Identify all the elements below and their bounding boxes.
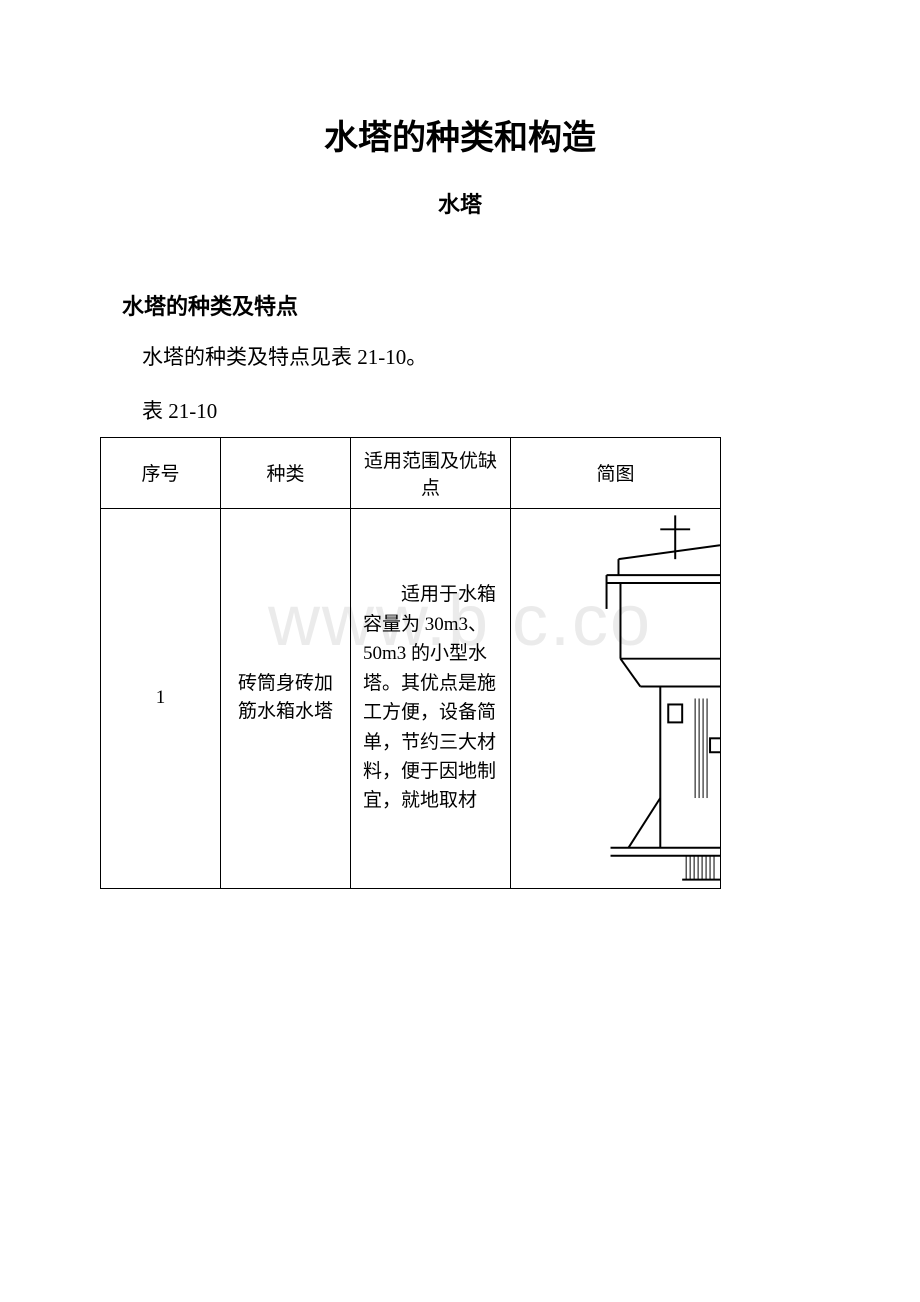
cell-figure	[511, 508, 721, 888]
col-header-seq: 序号	[101, 437, 221, 508]
intro-paragraph: 水塔的种类及特点见表 21-10。	[100, 341, 820, 375]
table-header-row: 序号 种类 适用范围及优缺点 简图	[101, 437, 721, 508]
section-heading: 水塔的种类及特点	[100, 289, 820, 321]
cell-desc-text: 适用于水箱容量为 30m3、50m3 的小型水塔。其优点是施工方便，设备简单，节…	[363, 584, 496, 811]
document-subtitle: 水塔	[100, 187, 820, 219]
table-caption: 表 21-10	[100, 395, 820, 425]
water-tower-table: 序号 种类 适用范围及优缺点 简图 1 砖筒身砖加筋水箱水塔 适用于水箱容量为 …	[100, 437, 721, 889]
document-title: 水塔的种类和构造	[100, 110, 820, 159]
col-header-fig: 简图	[511, 437, 721, 508]
cell-type: 砖筒身砖加筋水箱水塔	[221, 508, 351, 888]
cell-desc: 适用于水箱容量为 30m3、50m3 的小型水塔。其优点是施工方便，设备简单，节…	[351, 508, 511, 888]
table-row: 1 砖筒身砖加筋水箱水塔 适用于水箱容量为 30m3、50m3 的小型水塔。其优…	[101, 508, 721, 888]
document-content: 水塔的种类和构造 水塔 水塔的种类及特点 水塔的种类及特点见表 21-10。 表…	[100, 110, 820, 889]
col-header-type: 种类	[221, 437, 351, 508]
water-tower-diagram	[511, 509, 720, 888]
col-header-desc: 适用范围及优缺点	[351, 437, 511, 508]
cell-seq: 1	[101, 508, 221, 888]
